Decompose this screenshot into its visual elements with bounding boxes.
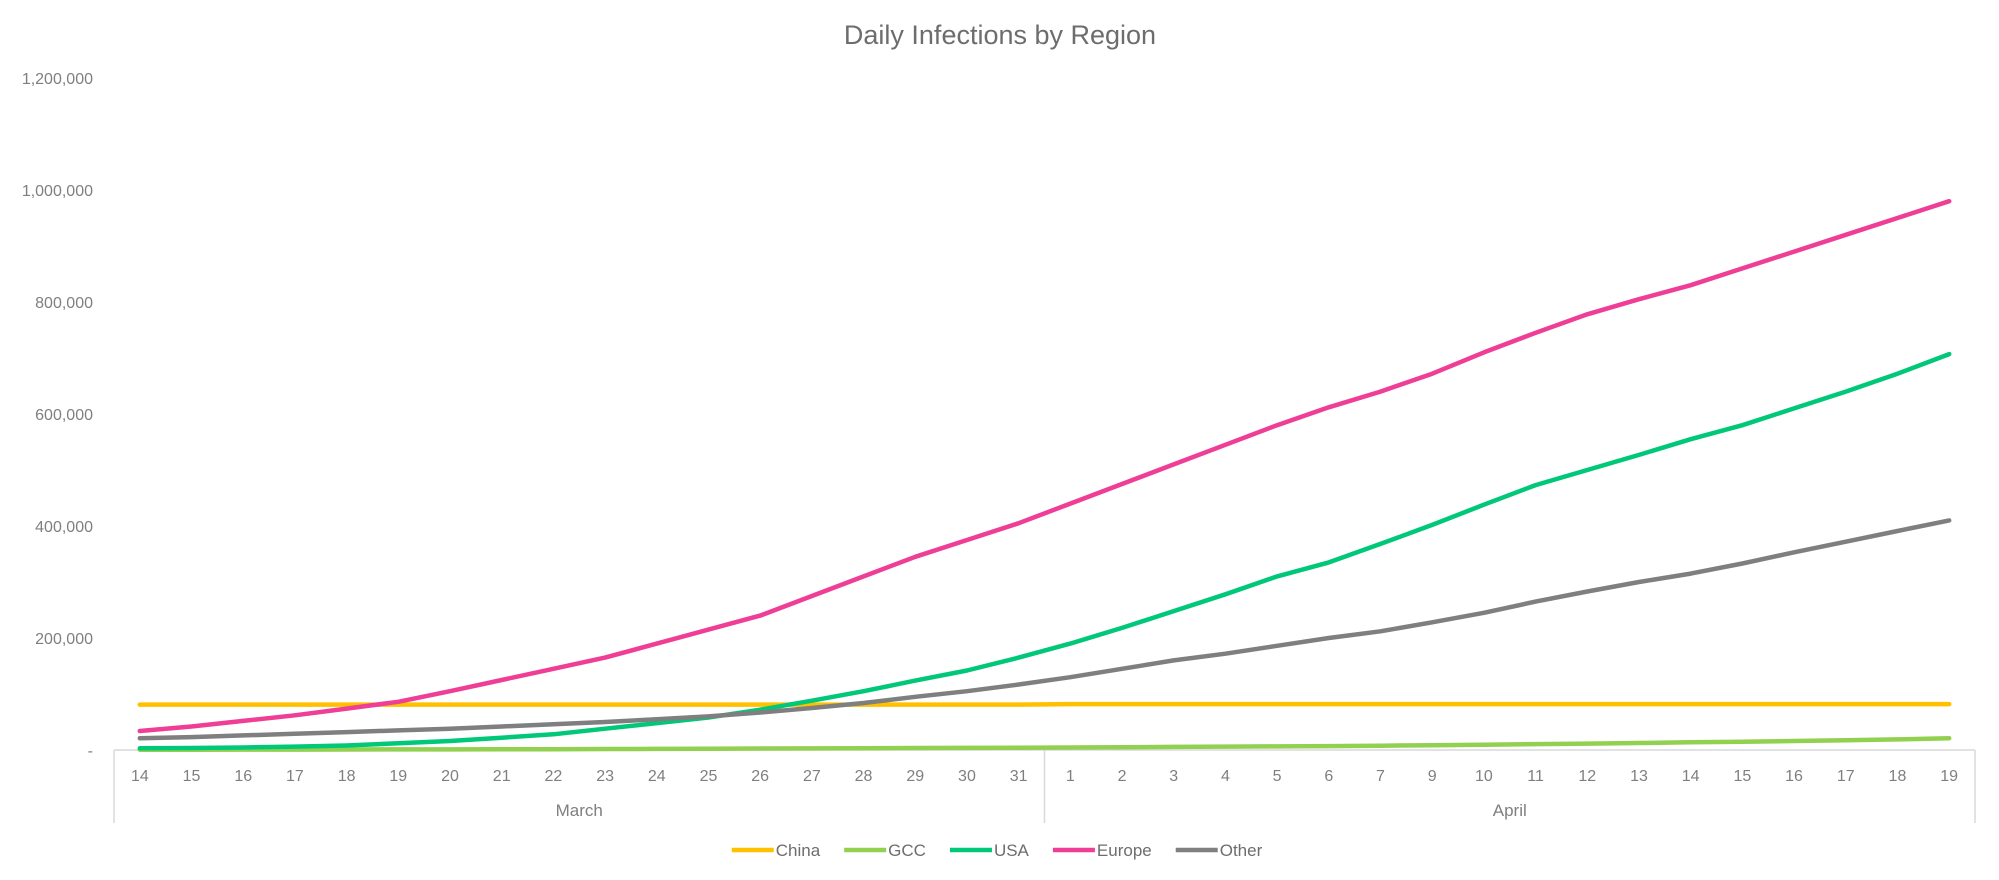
x-tick-label: 17 xyxy=(286,768,304,785)
legend-label-europe: Europe xyxy=(1097,841,1152,860)
x-tick-label: 18 xyxy=(1889,768,1907,785)
x-tick-label: 29 xyxy=(906,768,924,785)
y-tick-label: 1,000,000 xyxy=(22,183,93,200)
x-tick-label: 20 xyxy=(441,768,459,785)
x-tick-label: 18 xyxy=(338,768,356,785)
y-tick-label: 600,000 xyxy=(35,407,93,424)
x-tick-label: 15 xyxy=(183,768,201,785)
series-line-china xyxy=(137,701,1952,707)
y-tick-label: 200,000 xyxy=(35,631,93,648)
x-tick-label: 12 xyxy=(1578,768,1596,785)
x-tick-label: 11 xyxy=(1527,768,1544,785)
x-tick-label: 16 xyxy=(1785,768,1803,785)
series-line-gcc xyxy=(137,735,1952,752)
series-line-europe xyxy=(137,198,1952,734)
legend-label-china: China xyxy=(776,841,821,860)
x-tick-label: 19 xyxy=(389,768,407,785)
month-label: April xyxy=(1493,801,1527,820)
chart-title: Daily Infections by Region xyxy=(844,20,1156,50)
x-tick-label: 2 xyxy=(1118,768,1127,785)
y-tick-label: 800,000 xyxy=(35,295,93,312)
x-tick-label: 16 xyxy=(234,768,252,785)
x-tick-label: 30 xyxy=(958,768,976,785)
x-tick-label: 25 xyxy=(700,768,718,785)
y-tick-label: - xyxy=(88,743,93,760)
x-tick-label: 14 xyxy=(131,768,149,785)
legend-label-gcc: GCC xyxy=(888,841,926,860)
series-line-other xyxy=(137,518,1952,741)
y-axis: - 200,000 400,000 600,000 800,000 1,000,000 1,… xyxy=(22,71,93,760)
x-tick-label: 9 xyxy=(1428,768,1437,785)
x-tick-label: 3 xyxy=(1169,768,1178,785)
x-tick-label: 5 xyxy=(1273,768,1282,785)
x-axis: 14 15 16 17 18 19 20 21 22 23 24 25 26 27 28 29 30 31 1 2 3 4… xyxy=(113,749,1976,823)
x-tick-label: 15 xyxy=(1733,768,1751,785)
x-tick-label: 22 xyxy=(545,768,563,785)
x-tick-label: 31 xyxy=(1010,768,1028,785)
x-tick-label: 10 xyxy=(1475,768,1493,785)
x-tick-label: 4 xyxy=(1221,768,1230,785)
legend-label-usa: USA xyxy=(994,841,1030,860)
y-tick-label: 400,000 xyxy=(35,519,93,536)
x-tick-label: 28 xyxy=(855,768,873,785)
x-tick-label: 14 xyxy=(1682,768,1700,785)
x-tick-label: 19 xyxy=(1940,768,1958,785)
x-tick-label: 17 xyxy=(1837,768,1855,785)
x-tick-label: 26 xyxy=(751,768,769,785)
y-tick-label: 1,200,000 xyxy=(22,71,93,88)
x-tick-label: 27 xyxy=(803,768,821,785)
x-tick-label: 23 xyxy=(596,768,614,785)
month-label: March xyxy=(556,801,603,820)
x-tick-label: 13 xyxy=(1630,768,1648,785)
x-tick-label: 21 xyxy=(493,768,511,785)
x-tick-label: 24 xyxy=(648,768,666,785)
legend-label-other: Other xyxy=(1220,841,1263,860)
legend: China GCC USA Europe Other xyxy=(731,841,1263,860)
series-line-usa xyxy=(137,351,1952,751)
series-lines xyxy=(137,198,1952,752)
x-tick-label: 6 xyxy=(1324,768,1333,785)
x-tick-label: 7 xyxy=(1376,768,1385,785)
x-tick-label: 1 xyxy=(1066,768,1075,785)
